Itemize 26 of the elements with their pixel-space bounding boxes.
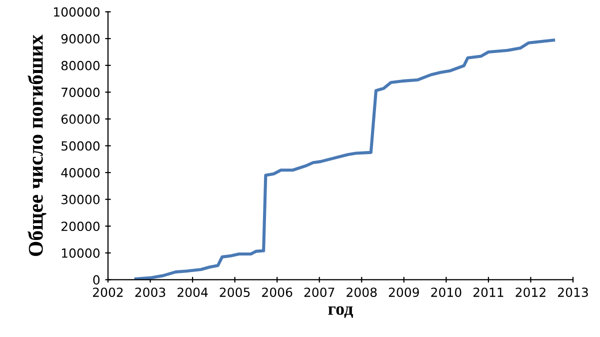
y-tick-label: 70000	[62, 88, 100, 98]
y-tick-label: 100000	[54, 7, 100, 17]
y-tick-label: 80000	[61, 60, 100, 70]
y-tick-label: 50000	[62, 141, 100, 151]
y-axis-title: Общее число погибших	[28, 34, 46, 256]
y-tick-label: 30000	[62, 194, 100, 204]
x-tick-label: 2006	[262, 288, 292, 298]
y-tick-label: 0	[93, 275, 100, 285]
y-tick-label: 60000	[61, 114, 100, 124]
x-tick-label: 2013	[558, 288, 588, 298]
y-tick-label: 20000	[62, 222, 100, 232]
x-tick-label: 2007	[304, 288, 334, 298]
y-tick-label: 90000	[61, 34, 100, 44]
x-tick-label: 2011	[473, 288, 504, 298]
x-axis-title: год	[328, 306, 353, 318]
x-tick-label: 2012	[516, 288, 546, 298]
x-tick-label: 2008	[346, 288, 377, 298]
x-tick-label: 2002	[93, 288, 123, 298]
x-tick-label: 2004	[178, 288, 208, 298]
line-series	[134, 38, 556, 280]
y-tick-label: 10000	[62, 248, 100, 258]
x-tick-label: 2003	[135, 288, 166, 298]
y-tick-label: 40000	[61, 168, 100, 178]
x-tick-label: 2005	[220, 288, 250, 298]
x-tick-label: 2009	[388, 288, 419, 298]
x-tick-label: 2010	[431, 288, 462, 298]
